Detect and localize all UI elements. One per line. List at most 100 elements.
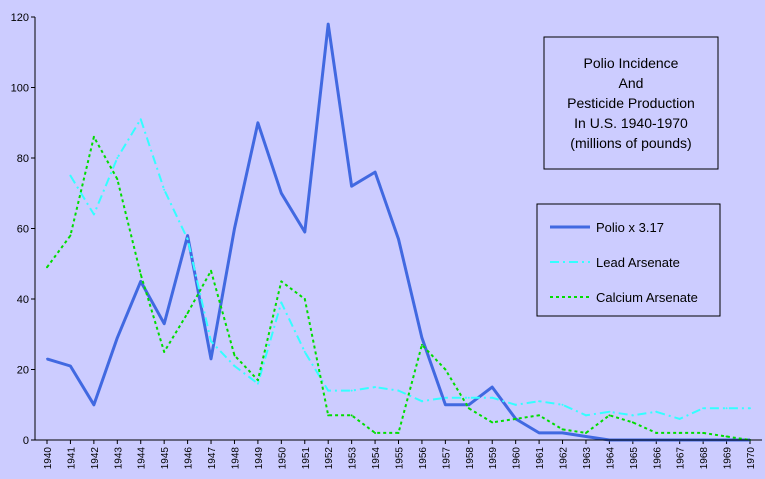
data-point-lead-arsenate — [139, 118, 142, 121]
data-point-calcium-arsenate — [584, 431, 587, 434]
data-point-calcium-arsenate — [69, 234, 72, 237]
x-tick-label: 1948 — [230, 447, 241, 470]
data-point-lead-arsenate — [69, 174, 72, 177]
x-tick-label: 1968 — [699, 447, 710, 470]
x-tick-label: 1956 — [418, 447, 429, 470]
y-tick-label: 100 — [11, 83, 29, 95]
data-point-calcium-arsenate — [631, 421, 634, 424]
x-tick-label: 1949 — [254, 447, 265, 470]
x-tick-label: 1945 — [160, 447, 171, 470]
title-line-4: In U.S. 1940-1970 — [574, 115, 688, 131]
data-point-lead-arsenate — [280, 301, 283, 304]
data-point-calcium-arsenate — [420, 343, 423, 346]
x-tick-label: 1941 — [66, 447, 77, 470]
legend-label-calcium-arsenate: Calcium Arsenate — [596, 290, 698, 305]
data-point-lead-arsenate — [350, 389, 353, 392]
data-point-polio-x-3-17 — [327, 23, 330, 26]
data-point-lead-arsenate — [163, 188, 166, 191]
data-point-polio-x-3-17 — [350, 185, 353, 188]
data-point-polio-x-3-17 — [538, 431, 541, 434]
data-point-polio-x-3-17 — [163, 322, 166, 325]
y-tick-label: 120 — [11, 12, 29, 24]
data-point-calcium-arsenate — [327, 414, 330, 417]
x-tick-label: 1942 — [90, 447, 101, 470]
data-point-polio-x-3-17 — [584, 435, 587, 438]
data-point-polio-x-3-17 — [303, 231, 306, 234]
x-tick-label: 1960 — [512, 447, 523, 470]
data-point-calcium-arsenate — [561, 428, 564, 431]
data-point-polio-x-3-17 — [444, 403, 447, 406]
data-point-lead-arsenate — [374, 386, 377, 389]
x-tick-label: 1958 — [465, 447, 476, 470]
title-line-1: Polio Incidence — [584, 55, 679, 71]
data-point-lead-arsenate — [631, 414, 634, 417]
x-tick-label: 1946 — [184, 447, 195, 470]
data-point-polio-x-3-17 — [420, 336, 423, 339]
data-point-calcium-arsenate — [678, 431, 681, 434]
data-point-polio-x-3-17 — [139, 280, 142, 283]
data-point-lead-arsenate — [210, 340, 213, 343]
x-tick-label: 1944 — [137, 447, 148, 470]
data-point-lead-arsenate — [233, 364, 236, 367]
data-point-calcium-arsenate — [210, 269, 213, 272]
data-point-calcium-arsenate — [256, 379, 259, 382]
x-tick-label: 1940 — [43, 447, 54, 470]
y-tick-label: 60 — [17, 224, 29, 236]
data-point-lead-arsenate — [608, 410, 611, 413]
x-tick-label: 1943 — [113, 447, 124, 470]
data-point-polio-x-3-17 — [46, 357, 48, 360]
x-tick-label: 1961 — [535, 447, 546, 470]
x-tick-label: 1957 — [441, 447, 452, 470]
x-tick-label: 1950 — [277, 447, 288, 470]
data-point-lead-arsenate — [655, 410, 658, 413]
data-point-calcium-arsenate — [702, 431, 705, 434]
data-point-calcium-arsenate — [163, 350, 166, 353]
x-tick-label: 1964 — [605, 447, 616, 470]
x-tick-label: 1965 — [629, 447, 640, 470]
data-point-calcium-arsenate — [514, 417, 517, 420]
data-point-polio-x-3-17 — [69, 364, 72, 367]
data-point-polio-x-3-17 — [561, 431, 564, 434]
data-point-lead-arsenate — [749, 407, 751, 410]
data-point-polio-x-3-17 — [210, 357, 213, 360]
y-tick-label: 20 — [17, 365, 29, 377]
data-point-lead-arsenate — [725, 407, 728, 410]
data-point-lead-arsenate — [514, 403, 517, 406]
data-point-lead-arsenate — [467, 396, 470, 399]
title-line-2: And — [619, 75, 644, 91]
x-tick-label: 1952 — [324, 447, 335, 470]
data-point-polio-x-3-17 — [397, 238, 400, 241]
data-point-polio-x-3-17 — [491, 386, 494, 389]
data-point-calcium-arsenate — [397, 431, 400, 434]
data-point-calcium-arsenate — [280, 280, 283, 283]
data-point-calcium-arsenate — [46, 266, 48, 269]
title-box: Polio Incidence And Pesticide Production… — [543, 36, 719, 170]
data-point-calcium-arsenate — [374, 431, 377, 434]
data-point-calcium-arsenate — [444, 368, 447, 371]
data-point-polio-x-3-17 — [186, 234, 189, 237]
x-tick-label: 1953 — [348, 447, 359, 470]
data-point-polio-x-3-17 — [256, 121, 259, 124]
data-point-lead-arsenate — [397, 389, 400, 392]
data-point-lead-arsenate — [584, 414, 587, 417]
title-box-frame — [543, 36, 719, 170]
data-point-calcium-arsenate — [725, 435, 728, 438]
data-point-lead-arsenate — [538, 400, 541, 403]
data-point-lead-arsenate — [420, 400, 423, 403]
data-point-polio-x-3-17 — [280, 192, 283, 195]
data-point-lead-arsenate — [678, 417, 681, 420]
data-point-lead-arsenate — [92, 213, 95, 216]
data-point-polio-x-3-17 — [233, 227, 236, 230]
title-line-5: (millions of pounds) — [570, 135, 691, 151]
data-point-calcium-arsenate — [608, 414, 611, 417]
x-tick-label: 1951 — [301, 447, 312, 470]
legend-label-lead-arsenate: Lead Arsenate — [596, 255, 680, 270]
x-tick-label: 1963 — [582, 447, 593, 470]
x-tick-label: 1962 — [559, 447, 570, 470]
x-tick-label: 1969 — [723, 447, 734, 470]
y-axis: 0 20 40 60 80 100 120 — [11, 12, 35, 447]
y-tick-label: 0 — [23, 435, 29, 447]
data-point-calcium-arsenate — [350, 414, 353, 417]
